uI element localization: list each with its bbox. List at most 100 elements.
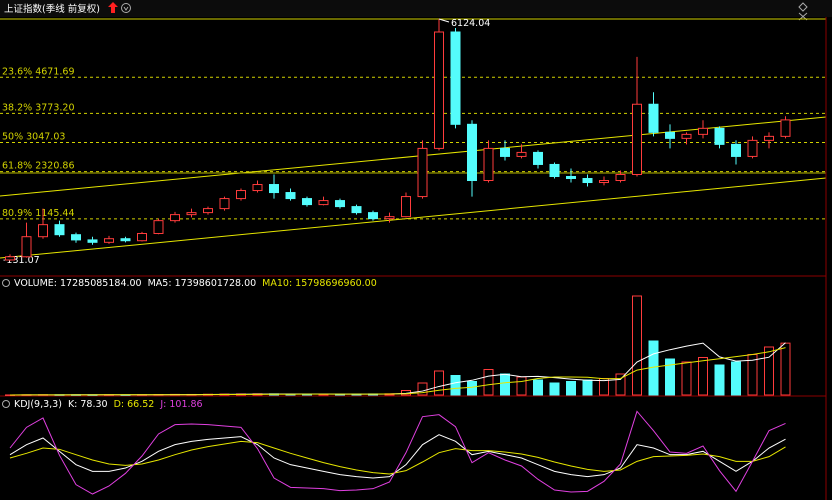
candle-body [285,192,296,200]
option-icon[interactable] [798,2,808,12]
candle-body [665,131,675,139]
annotation: 6124.04 [451,18,490,29]
volume-bar [549,382,560,396]
candle-body [368,212,378,220]
candle-body [104,238,114,243]
candle-body [170,214,180,222]
volume-bar [516,376,527,396]
candle-body [632,103,642,175]
volume-bar [665,358,675,396]
volume-bar [417,382,428,396]
candle-body [566,175,576,180]
panel-icon[interactable] [2,400,10,408]
candle-body [450,31,461,125]
menu-icon-arrow [123,6,129,11]
volume-bar [500,373,510,396]
volume-bar [764,346,774,396]
fib-label: 80.9% 1145.44 [2,208,74,219]
volume-bar [615,373,626,396]
volume-bar [714,364,725,396]
volume-bar [533,379,543,396]
up-icon[interactable] [108,2,118,13]
menu-icon[interactable] [121,3,131,13]
candle-body [599,180,609,184]
annotation-leader [438,18,450,23]
legend-entry: MA10: 15798696960.00 [262,278,377,289]
series-line [9,440,786,475]
fib-label: 61.8% 2320.86 [2,161,74,172]
candle-body [186,212,197,216]
candle-body [137,232,147,242]
fib-label: 50% 3047.03 [2,131,65,142]
candle-body [5,256,15,261]
candle-body [467,123,477,182]
volume-bar [582,379,593,396]
volume-bar [681,361,692,396]
candle-body [71,234,81,241]
candle-body [269,184,279,194]
legend-entry: J: 101.86 [159,399,202,410]
candle-body [681,133,692,139]
candle-body [236,190,246,200]
legend-entry: MA5: 17398601728.00 [148,278,257,289]
candle-body [153,220,164,234]
candle-body [417,147,428,198]
panel-icon[interactable] [2,279,10,287]
volume-bar [731,361,741,396]
volume-bar [450,375,461,396]
candle-body [533,151,543,165]
volume-bar [698,357,708,396]
volume-bar [632,295,642,396]
candle-body [434,31,444,149]
candle-body [302,198,312,206]
candle-body [549,163,560,177]
candle-body [54,224,65,236]
candle-body [335,200,345,208]
volume-bar [566,381,576,396]
candle-body [203,208,213,214]
legend-entry: K: 78.30 [68,399,108,410]
candle-body [764,135,774,141]
volume-bar [434,370,444,396]
volume-bar [467,381,477,396]
candle-body [516,151,527,157]
candle-body [747,139,758,157]
low-label: -131.07 [3,255,40,266]
candle-body [648,103,659,133]
series-line [9,347,786,396]
legend-title: KDJ(9,3,3) [14,399,62,410]
candle-body [252,184,263,192]
candle-body [698,127,708,135]
candle-body [483,147,494,182]
candle-body [780,119,791,137]
header-bar [0,0,832,17]
candle-body [401,196,411,218]
candle-body [500,147,510,157]
series-line [9,434,786,479]
candle-body [219,198,230,210]
series-line [9,410,786,495]
channel-lower [0,177,827,259]
chart-title: 上证指数(季线 前复权) [4,3,100,15]
candle-body [318,200,329,206]
fib-label: 23.6% 4671.69 [2,66,74,77]
volume-bar [780,342,791,396]
candle-body [21,236,32,258]
candle-body [384,216,395,220]
fib-label: 38.2% 3773.20 [2,102,74,113]
legend-title: VOLUME: 17285085184.00 [14,278,142,289]
candle-body [615,173,626,182]
channel-upper [0,116,827,197]
candle-body [731,143,741,157]
candle-body [87,239,98,243]
candle-body [38,224,48,238]
candle-body [714,127,725,145]
candle-body [582,178,593,184]
candle-body [120,238,131,242]
volume-bar [483,369,494,396]
candle-body [351,206,362,214]
legend-entry: D: 66.52 [114,399,155,410]
